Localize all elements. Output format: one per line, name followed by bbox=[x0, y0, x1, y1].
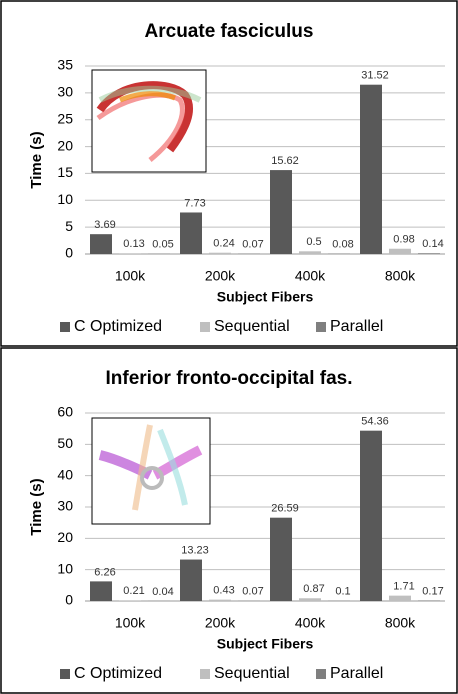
value-label: 7.73 bbox=[184, 197, 205, 209]
value-label: 54.36 bbox=[361, 416, 389, 428]
legend-swatch bbox=[60, 322, 70, 332]
value-label: 3.69 bbox=[94, 219, 115, 231]
y-tick-label: 20 bbox=[57, 137, 73, 153]
x-axis-label: Subject Fibers bbox=[217, 289, 314, 305]
legend-swatch bbox=[316, 322, 326, 332]
chart-title: Inferior fronto-occipital fas. bbox=[105, 368, 352, 389]
legend-swatch bbox=[316, 669, 326, 679]
y-tick-label: 40 bbox=[57, 466, 73, 482]
bar bbox=[209, 253, 231, 254]
value-label: 1.71 bbox=[393, 581, 414, 593]
bar bbox=[389, 596, 411, 601]
value-label: 6.26 bbox=[94, 566, 115, 578]
value-label: 0.07 bbox=[242, 239, 263, 251]
x-tick-label: 200k bbox=[205, 268, 236, 284]
value-label: 0.08 bbox=[332, 238, 353, 250]
y-axis-label: Time (s) bbox=[28, 478, 45, 535]
inset-image bbox=[92, 418, 210, 524]
value-label: 15.62 bbox=[271, 155, 299, 167]
bar bbox=[209, 600, 231, 601]
y-tick-label: 50 bbox=[57, 435, 73, 451]
chart-title: Arcuate fasciculus bbox=[145, 21, 314, 42]
legend-swatch bbox=[60, 669, 70, 679]
x-axis-label: Subject Fibers bbox=[217, 636, 314, 652]
y-tick-label: 30 bbox=[57, 84, 73, 100]
y-tick-label: 35 bbox=[57, 57, 73, 73]
value-label: 0.13 bbox=[123, 238, 144, 250]
value-label: 0.17 bbox=[422, 585, 443, 597]
value-label: 31.52 bbox=[361, 70, 389, 82]
bar bbox=[418, 600, 440, 601]
value-label: 0.5 bbox=[306, 236, 321, 248]
bar bbox=[90, 234, 112, 254]
bar bbox=[180, 212, 202, 254]
bar bbox=[90, 581, 112, 601]
bar bbox=[180, 560, 202, 601]
bar bbox=[119, 600, 141, 601]
y-tick-label: 25 bbox=[57, 110, 73, 126]
legend-label: Parallel bbox=[330, 318, 383, 335]
x-tick-label: 100k bbox=[115, 615, 146, 631]
y-tick-label: 10 bbox=[57, 191, 73, 207]
bar bbox=[299, 251, 321, 254]
y-tick-label: 10 bbox=[57, 560, 73, 576]
bar bbox=[119, 253, 141, 254]
value-label: 0.24 bbox=[213, 238, 234, 250]
bar bbox=[299, 598, 321, 601]
value-label: 0.98 bbox=[393, 234, 414, 246]
legend-swatch bbox=[200, 322, 210, 332]
bar bbox=[360, 431, 382, 601]
x-tick-label: 800k bbox=[385, 615, 416, 631]
y-tick-label: 20 bbox=[57, 529, 73, 545]
legend-label: C Optimized bbox=[74, 665, 162, 682]
legend-label: Sequential bbox=[214, 665, 290, 682]
value-label: 0.21 bbox=[123, 585, 144, 597]
x-tick-label: 200k bbox=[205, 615, 236, 631]
value-label: 0.43 bbox=[213, 585, 234, 597]
x-tick-label: 400k bbox=[295, 615, 326, 631]
y-tick-label: 15 bbox=[57, 164, 73, 180]
inset-image bbox=[92, 70, 206, 172]
bar bbox=[270, 518, 292, 601]
value-label: 13.23 bbox=[181, 544, 209, 556]
x-tick-label: 100k bbox=[115, 268, 146, 284]
legend-label: Sequential bbox=[214, 318, 290, 335]
value-label: 0.1 bbox=[335, 586, 350, 598]
value-label: 0.05 bbox=[152, 239, 173, 251]
y-tick-label: 5 bbox=[65, 218, 73, 234]
value-label: 0.07 bbox=[242, 586, 263, 598]
legend-swatch bbox=[200, 669, 210, 679]
value-label: 0.04 bbox=[152, 586, 173, 598]
x-tick-label: 400k bbox=[295, 268, 326, 284]
bar bbox=[389, 249, 411, 254]
y-tick-label: 0 bbox=[65, 245, 73, 261]
bar bbox=[360, 85, 382, 254]
bar bbox=[270, 170, 292, 254]
y-tick-label: 0 bbox=[65, 592, 73, 608]
legend-label: Parallel bbox=[330, 665, 383, 682]
y-axis-label: Time (s) bbox=[28, 131, 45, 188]
value-label: 0.14 bbox=[422, 238, 443, 250]
value-label: 0.87 bbox=[303, 583, 324, 595]
value-label: 26.59 bbox=[271, 503, 299, 515]
bar bbox=[418, 253, 440, 254]
legend-label: C Optimized bbox=[74, 318, 162, 335]
x-tick-label: 800k bbox=[385, 268, 416, 284]
y-tick-label: 60 bbox=[57, 404, 73, 420]
y-tick-label: 30 bbox=[57, 498, 73, 514]
figure: Arcuate fasciculus Time (s) Subject Fibers… bbox=[0, 0, 458, 694]
